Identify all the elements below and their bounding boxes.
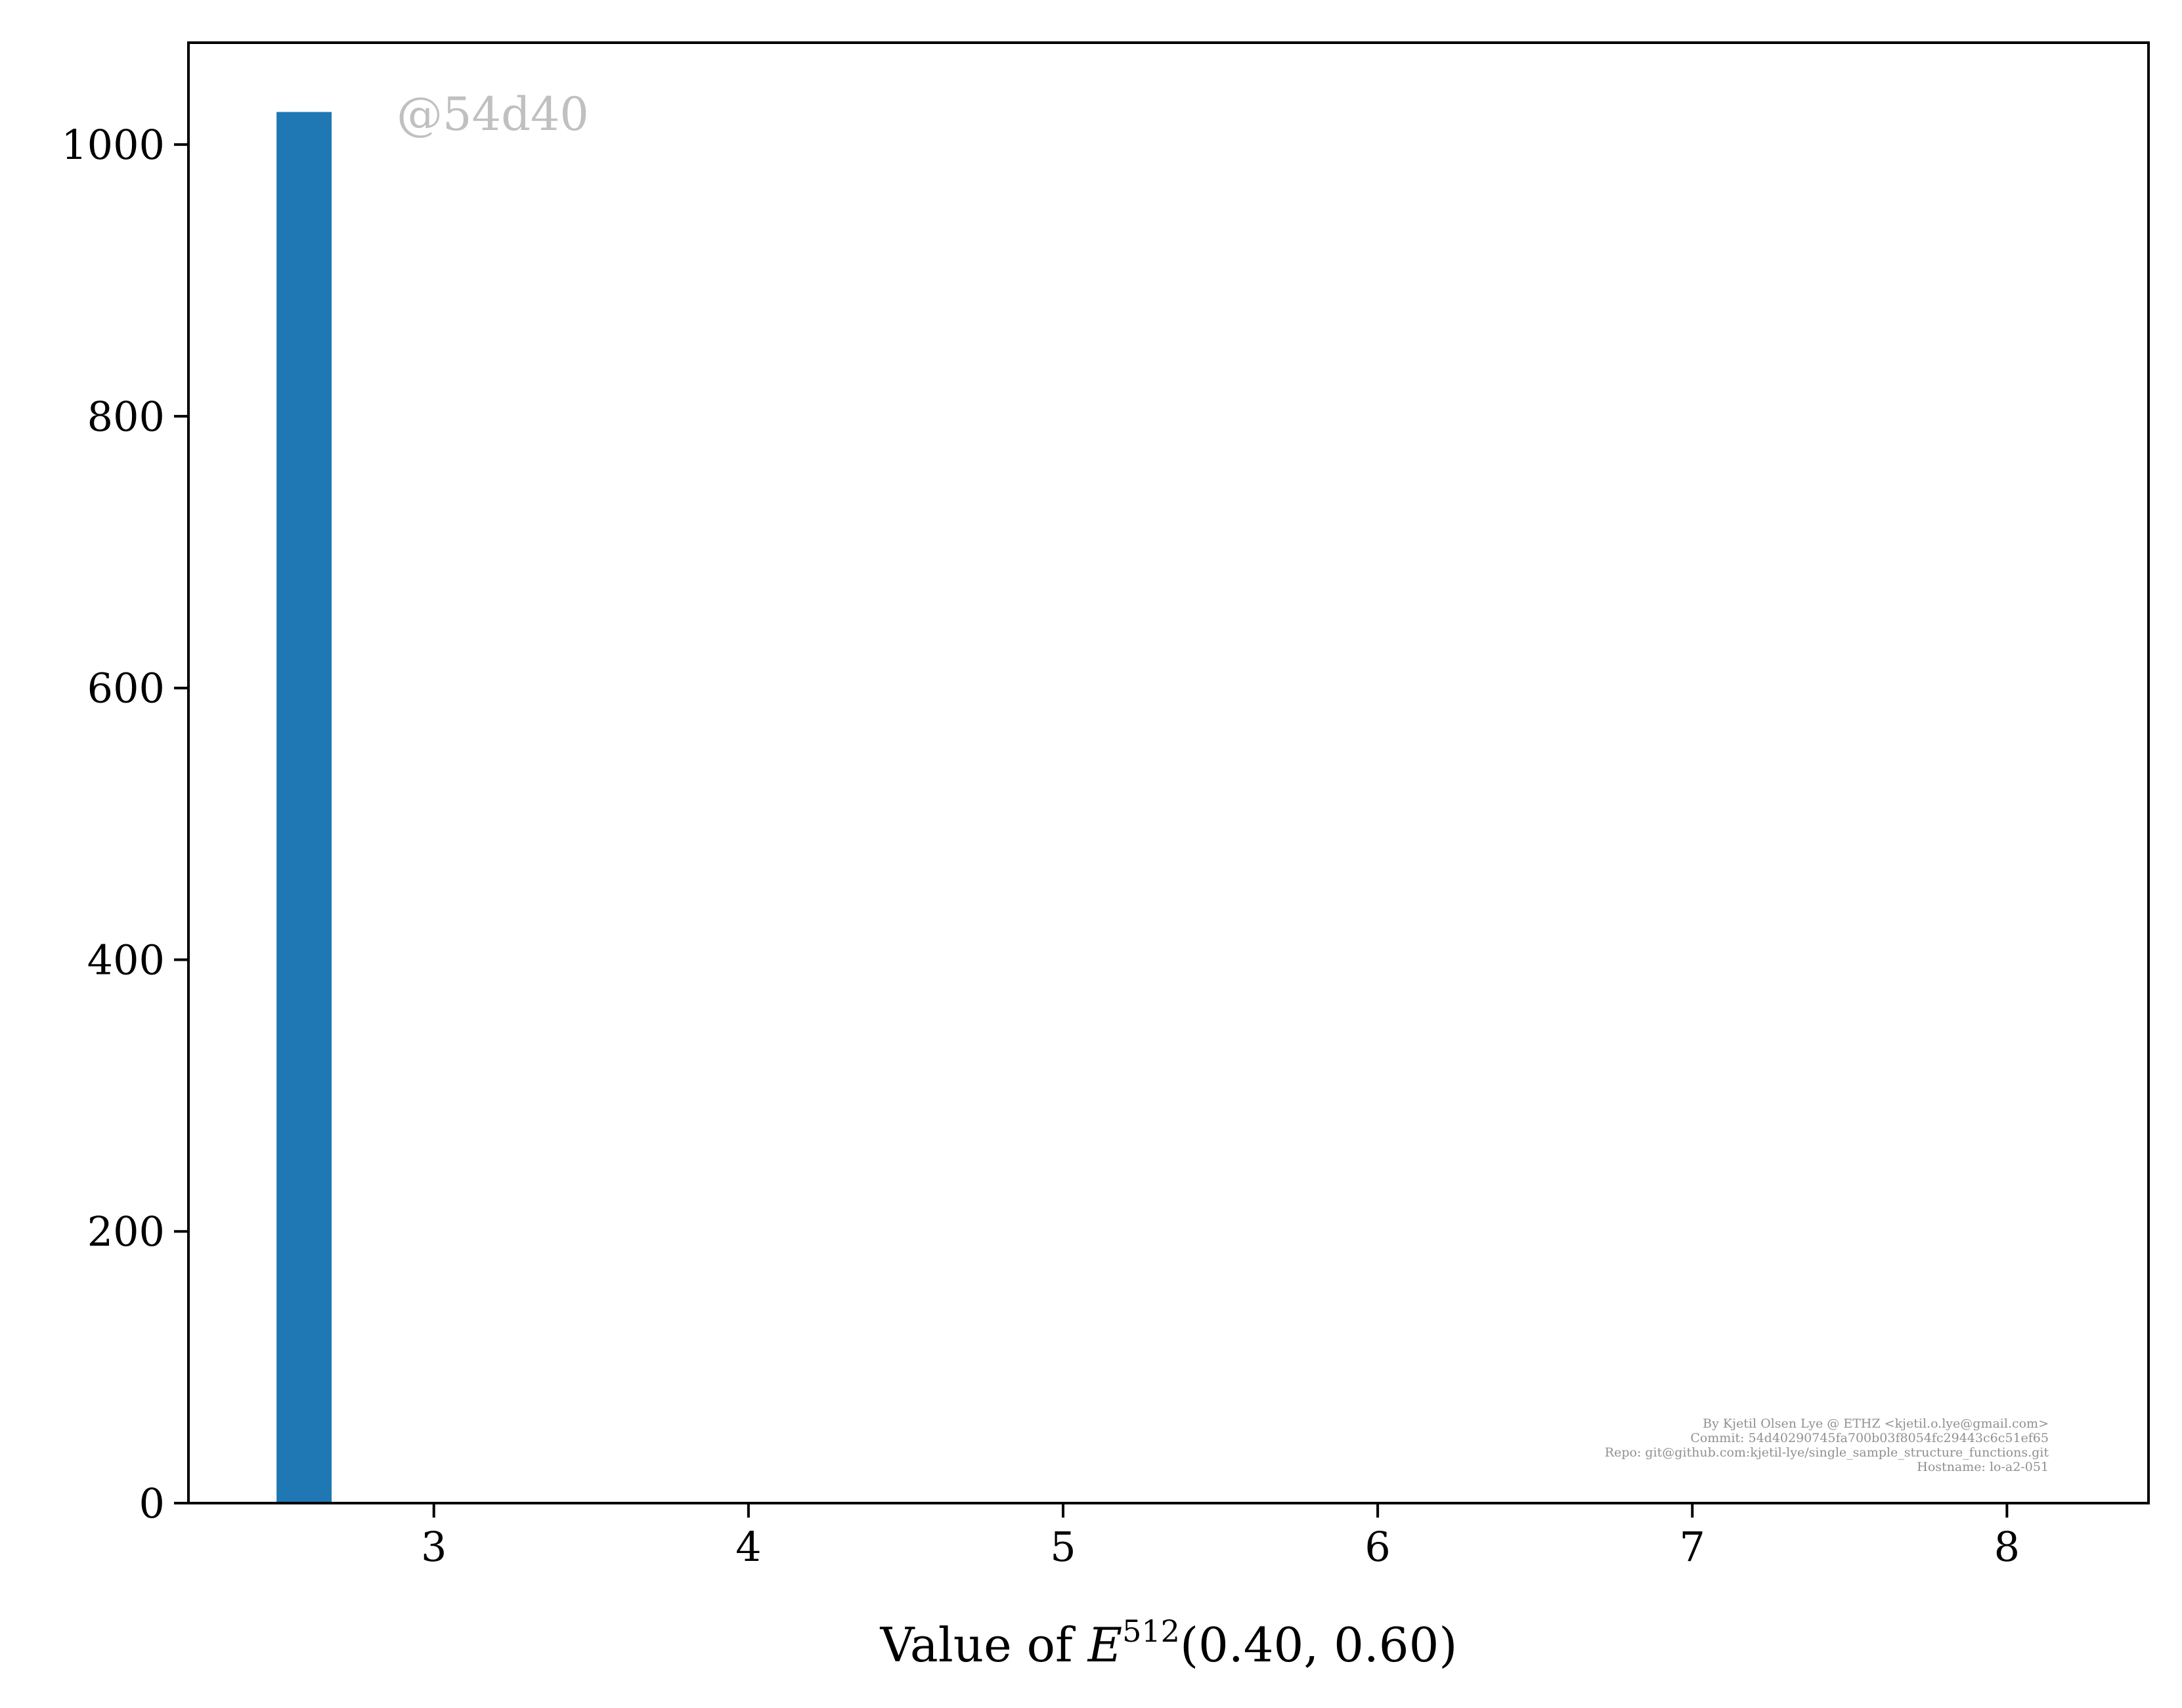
y-tick-label-400: 400 (87, 936, 165, 984)
y-tick-label-800: 800 (87, 393, 165, 441)
x-tick-label-8: 8 (1994, 1523, 2020, 1571)
bars (276, 112, 332, 1503)
histogram-bar-0 (276, 112, 332, 1503)
y-tick-label-1000: 1000 (61, 121, 165, 169)
watermark: @54d40 (397, 87, 589, 141)
y-tick-label-600: 600 (87, 665, 165, 712)
credit-line-hostname: Hostname: lo-a2-051 (1917, 1460, 2049, 1474)
credit-line-commit: Commit: 54d40290745fa700b03f8054fc29443c… (1690, 1431, 2049, 1445)
x-tick-label-5: 5 (1050, 1523, 1076, 1571)
y-tick-label-0: 0 (139, 1479, 165, 1527)
x-tick-label-4: 4 (735, 1523, 761, 1571)
x-axis-label-args: (0.40, 0.60) (1180, 1617, 1458, 1673)
credits-block: By Kjetil Olsen Lye @ ETHZ <kjetil.o.lye… (1605, 1416, 2049, 1474)
credit-line-repo: Repo: git@github.com:kjetil-lye/single_s… (1605, 1445, 2049, 1460)
x-axis-label-variable: E (1087, 1617, 1123, 1673)
x-tick-label-7: 7 (1680, 1523, 1705, 1571)
x-axis-label-prefix: Value of (879, 1617, 1087, 1673)
axes-frame (187, 41, 2150, 1504)
y-axis-ticks: 0 200 400 600 800 1000 (61, 121, 188, 1527)
x-axis-ticks: 3 4 5 6 7 8 (421, 1503, 2020, 1571)
y-tick-label-200: 200 (87, 1208, 165, 1256)
x-tick-label-3: 3 (421, 1523, 447, 1571)
x-axis-label-superscript: 512 (1122, 1613, 1180, 1649)
credit-line-author: By Kjetil Olsen Lye @ ETHZ <kjetil.o.lye… (1703, 1416, 2049, 1431)
x-axis-label: Value of E512(0.40, 0.60) (879, 1613, 1457, 1673)
x-tick-label-6: 6 (1364, 1523, 1390, 1571)
